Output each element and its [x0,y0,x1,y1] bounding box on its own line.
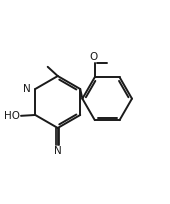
Text: N: N [23,84,31,94]
Text: O: O [90,52,98,62]
Text: HO: HO [4,111,20,121]
Text: N: N [54,146,62,156]
